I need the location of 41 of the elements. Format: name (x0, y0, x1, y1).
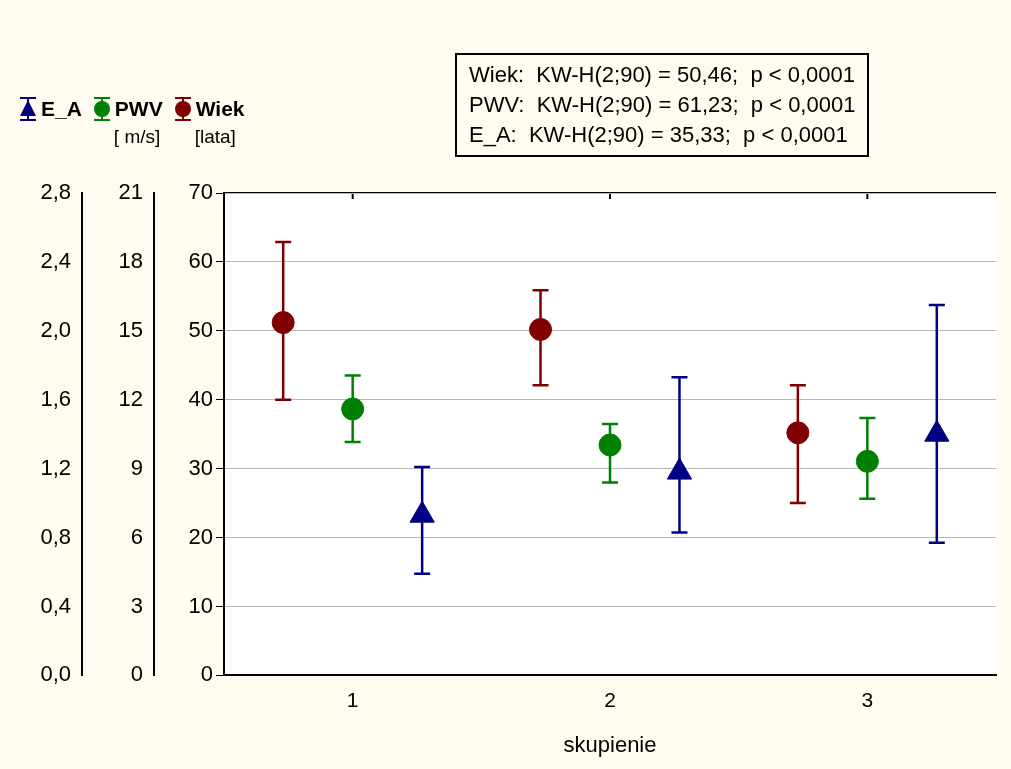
y-tick-label: 10 (188, 592, 213, 618)
y2-tick-label: 12 (118, 385, 143, 411)
y3-tick-label: 2,0 (40, 316, 71, 342)
y3-tick-label: 0,4 (40, 592, 71, 618)
y2-tick-label: 18 (118, 247, 143, 273)
y-axis-title: [lata] (194, 126, 236, 148)
y2-tick-label: 0 (130, 661, 143, 687)
y2-tick-label: 15 (118, 316, 143, 342)
y-tick-label: 60 (188, 247, 213, 273)
y3-tick-label: 0,0 (40, 661, 71, 687)
x-tick-label: 1 (346, 687, 359, 711)
point (786, 421, 810, 445)
point (271, 311, 295, 335)
legend-label: E_A (41, 97, 82, 121)
y3-tick-label: 1,6 (40, 385, 71, 411)
text: PWV: KW-H(2;90) = 61,23; p < 0,0001 (469, 92, 856, 117)
point (598, 433, 622, 457)
y2-tick-label: 9 (130, 454, 143, 480)
y-tick-label: 20 (188, 523, 213, 549)
x-tick-label: 2 (604, 687, 616, 711)
x-axis-title: skupienie (563, 731, 657, 757)
y3-tick-label: 2,4 (40, 247, 71, 273)
legend-label: Wiek (195, 97, 245, 121)
y3-tick-label: 1,2 (40, 454, 71, 480)
y2-tick-label: 21 (118, 179, 143, 205)
y3-tick-label: 0,8 (40, 523, 71, 549)
point (924, 419, 950, 442)
text: Wiek: KW-H(2;90) = 50,46; p < 0,0001 (469, 62, 856, 87)
y-tick-label: 70 (188, 179, 213, 205)
y-tick-label: 40 (188, 385, 213, 411)
y-tick-label: 30 (188, 454, 213, 480)
point (409, 500, 435, 523)
text: E_A: KW-H(2;90) = 35,33; p < 0,0001 (469, 122, 848, 147)
x-tick-label: 3 (861, 687, 874, 711)
y-tick-label: 0 (200, 661, 213, 687)
legend-label: PWV (114, 97, 163, 121)
y-tick-label: 50 (188, 316, 213, 342)
y2-tick-label: 6 (130, 523, 143, 549)
y2-tick-label: 3 (130, 592, 143, 618)
y3-tick-label: 2,8 (40, 179, 71, 205)
y2-axis-title: [ m/s] (113, 126, 161, 148)
